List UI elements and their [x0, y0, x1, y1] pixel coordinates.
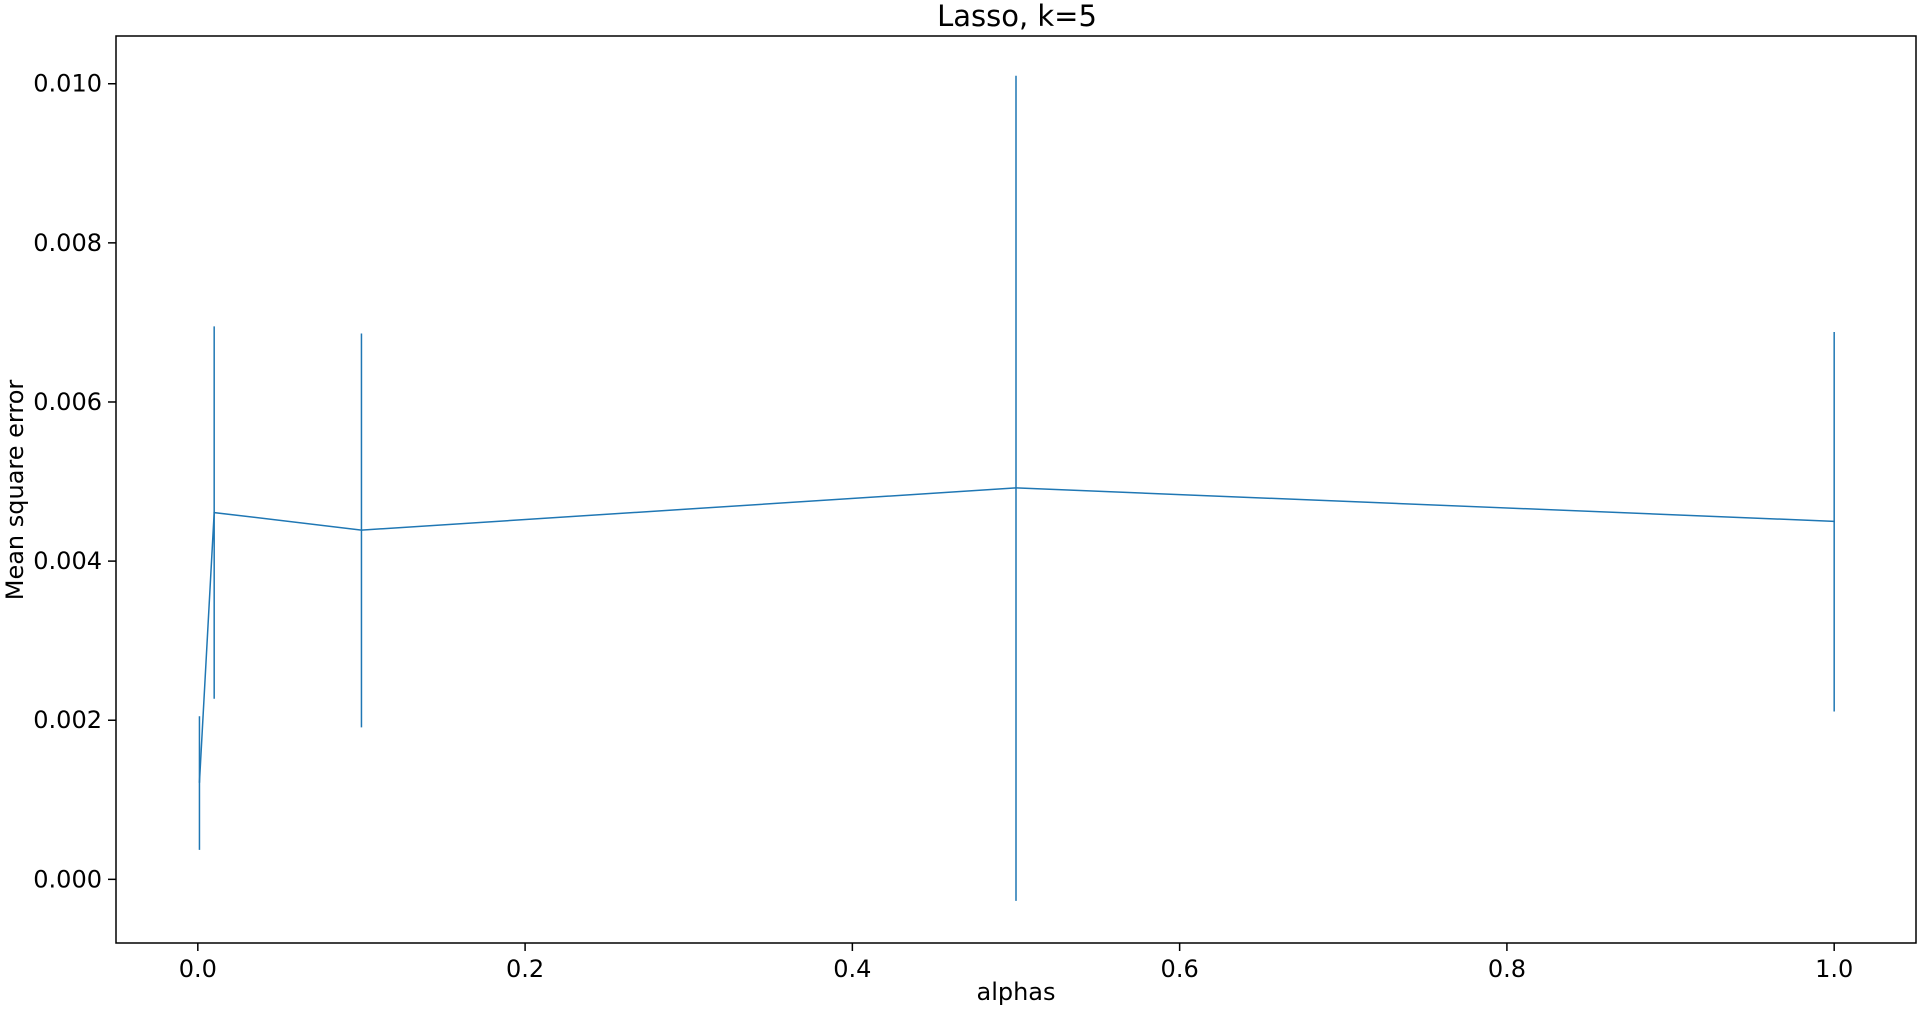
y-tick-label: 0.004 [33, 547, 102, 575]
x-tick-label: 0.6 [1161, 955, 1199, 983]
data-point [1833, 520, 1835, 523]
data-point [360, 529, 363, 531]
plot-area [115, 35, 1917, 944]
series-lines [198, 487, 1835, 784]
x-tick-label: 0.8 [1488, 955, 1526, 983]
x-axis: 0.0 0.2 0.4 0.6 0.8 1.0 [179, 943, 1853, 983]
y-axis: 0.000 0.002 0.004 0.006 0.008 0.010 [33, 70, 116, 893]
data-point [213, 511, 215, 514]
x-tick-label: 0.4 [833, 955, 871, 983]
x-tick-label: 1.0 [1815, 955, 1853, 983]
data-point [1015, 487, 1017, 489]
x-tick-label: 0.2 [506, 955, 544, 983]
x-axis-title: alphas [976, 978, 1055, 1006]
y-tick-label: 0.006 [33, 388, 102, 416]
x-tick-label: 0.0 [179, 955, 217, 983]
y-axis-title: Mean square error [1, 380, 29, 601]
y-tick-label: 0.002 [33, 706, 102, 734]
y-tick-label: 0.008 [33, 229, 102, 257]
y-tick-label: 0.000 [33, 865, 102, 893]
y-tick-label: 0.010 [33, 70, 102, 98]
chart-title: Lasso, k=5 [937, 0, 1097, 33]
data-point [198, 781, 201, 784]
